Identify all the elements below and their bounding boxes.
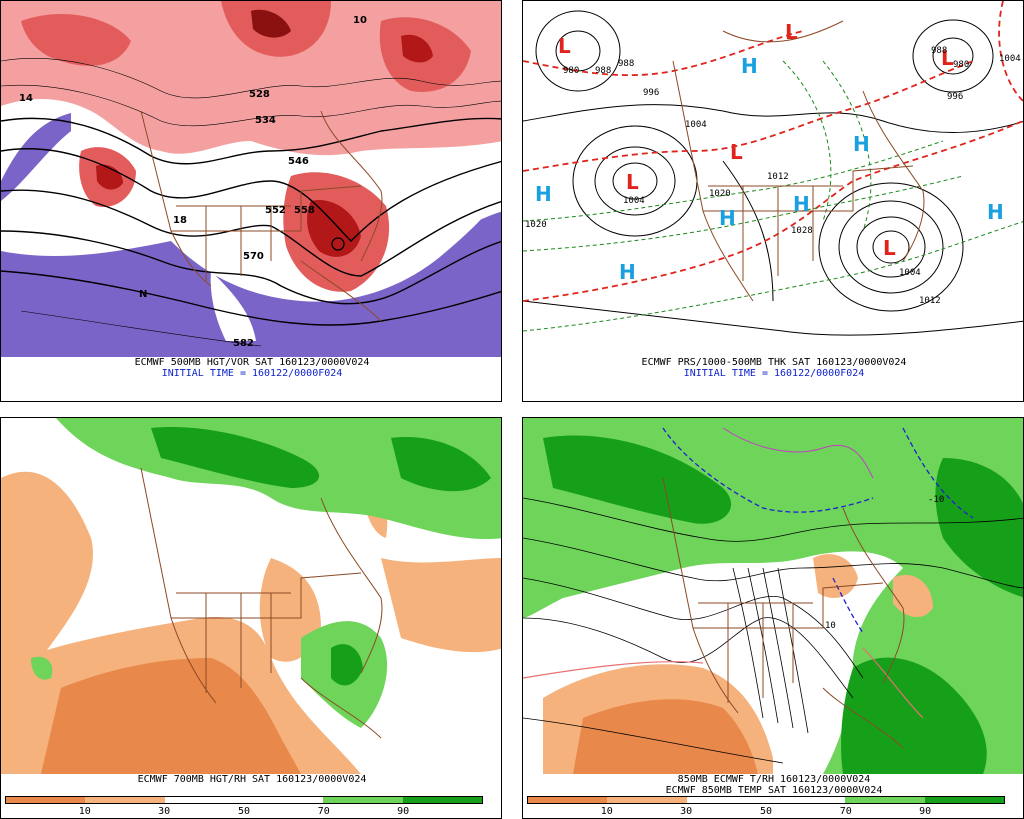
contour-label: 534 bbox=[255, 115, 276, 126]
colorbar-tick: 90 bbox=[919, 806, 932, 817]
high-center-label: H bbox=[719, 206, 736, 230]
isobar-label: 1004 bbox=[623, 196, 645, 206]
contour-label: N bbox=[139, 289, 147, 300]
colorbar-ticks: 10 30 50 70 90 bbox=[527, 806, 1005, 818]
colorbar-tick: 30 bbox=[158, 806, 171, 817]
isotherm-label: -10 bbox=[928, 495, 944, 505]
rh-colorbar bbox=[527, 796, 1005, 804]
low-center-label: L bbox=[626, 170, 639, 194]
initial-time: INITIAL TIME = 160122/0000F024 bbox=[161, 368, 343, 379]
panel-caption: ECMWF PRS/1000-500MB THK SAT 160123/0000… bbox=[641, 357, 907, 368]
high-center-label: H bbox=[619, 260, 636, 284]
isobar-label: 980 bbox=[953, 60, 969, 70]
colorbar-tick: 10 bbox=[600, 806, 613, 817]
coastlines bbox=[140, 110, 383, 322]
colorbar-tick: 30 bbox=[680, 806, 693, 817]
contour-label: 558 bbox=[294, 205, 315, 216]
isobar-label: 1020 bbox=[709, 189, 731, 199]
colorbar-tick: 70 bbox=[317, 806, 330, 817]
isobar-label: 1004 bbox=[899, 268, 921, 278]
isobar-label: 1012 bbox=[767, 172, 789, 182]
map-surface-pressure: L L L L L L H H H H H H H 980 988 988 99… bbox=[523, 1, 1023, 357]
isobar-label: 988 bbox=[618, 59, 634, 69]
isobar-label: 1004 bbox=[685, 120, 707, 130]
high-center-label: H bbox=[535, 182, 552, 206]
panel-surface-pressure: L L L L L L H H H H H H H 980 988 988 99… bbox=[522, 0, 1024, 402]
panel-500mb-vorticity: 528 534 546 552 558 570 582 10 14 18 N E… bbox=[0, 0, 502, 402]
low-center-label: L bbox=[883, 236, 896, 260]
contour-label: 582 bbox=[233, 338, 254, 349]
rh-colorbar bbox=[5, 796, 483, 804]
contour-label: 552 bbox=[265, 205, 286, 216]
low-center-label: L bbox=[730, 140, 743, 164]
isobar-label: 988 bbox=[595, 66, 611, 76]
isobar-label: 996 bbox=[643, 88, 659, 98]
panel-700mb-rh: ECMWF 700MB HGT/RH SAT 160123/0000V024 1… bbox=[0, 417, 502, 819]
colorbar-tick: 50 bbox=[759, 806, 773, 817]
isobar-label: 996 bbox=[947, 92, 963, 102]
coastlines bbox=[672, 20, 925, 302]
map-850mb-temp-rh: 10 -10 bbox=[523, 418, 1023, 774]
isobar-label: 980 bbox=[563, 66, 579, 76]
low-center-label: L bbox=[941, 46, 954, 70]
colorbar-tick: 90 bbox=[397, 806, 410, 817]
panel-850mb-temp-rh: 10 -10 850MB ECMWF T/RH 160123/0000V024 … bbox=[522, 417, 1024, 819]
isobar-label: 1028 bbox=[791, 226, 813, 236]
low-center-label: L bbox=[558, 34, 571, 58]
colorbar-tick: 10 bbox=[78, 806, 91, 817]
initial-time: INITIAL TIME = 160122/0000F024 bbox=[683, 368, 865, 379]
contour-label: 528 bbox=[249, 89, 270, 100]
map-500mb-vorticity: 528 534 546 552 558 570 582 10 14 18 N bbox=[1, 1, 501, 357]
panel-caption-line1: 850MB ECMWF T/RH 160123/0000V024 bbox=[677, 774, 871, 785]
coastlines bbox=[140, 467, 383, 739]
isobar-label: 988 bbox=[931, 46, 947, 56]
isobar-label: 1012 bbox=[919, 296, 941, 306]
coastlines bbox=[662, 477, 905, 749]
colorbar-tick: 50 bbox=[237, 806, 251, 817]
isobar-label: 1020 bbox=[525, 220, 547, 230]
isobar-label: 1004 bbox=[999, 54, 1021, 64]
high-center-label: H bbox=[853, 132, 870, 156]
map-700mb-rh bbox=[1, 418, 501, 774]
contour-label: 10 bbox=[353, 15, 367, 26]
panel-caption-line2: ECMWF 850MB TEMP SAT 160123/0000V024 bbox=[665, 785, 883, 796]
contour-label: 570 bbox=[243, 251, 264, 262]
isotherm-label: 10 bbox=[825, 621, 836, 631]
contour-label: 14 bbox=[19, 93, 33, 104]
high-center-label: H bbox=[987, 200, 1004, 224]
colorbar-ticks: 10 30 50 70 90 bbox=[5, 806, 483, 818]
contour-label: 546 bbox=[288, 156, 309, 167]
panel-caption: ECMWF 700MB HGT/RH SAT 160123/0000V024 bbox=[137, 774, 367, 785]
high-center-label: H bbox=[741, 54, 758, 78]
low-center-label: L bbox=[785, 20, 798, 44]
contour-label: 18 bbox=[173, 215, 187, 226]
high-center-label: H bbox=[793, 192, 810, 216]
panel-caption: ECMWF 500MB HGT/VOR SAT 160123/0000V024 bbox=[134, 357, 370, 368]
colorbar-tick: 70 bbox=[839, 806, 852, 817]
